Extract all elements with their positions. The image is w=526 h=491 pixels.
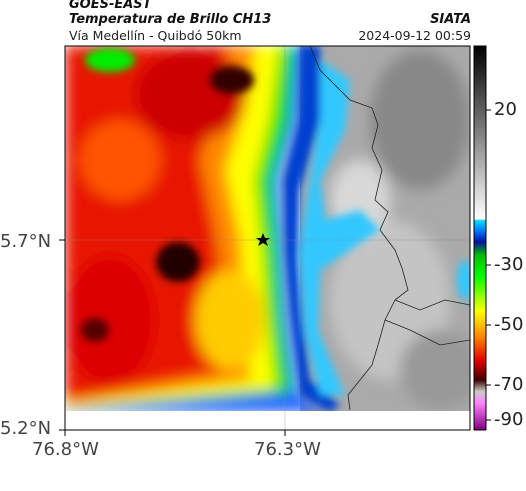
colorbar: [473, 45, 487, 431]
colorbar-tick-minus70: -70: [494, 374, 524, 395]
colorbar-tick-minus50: -50: [494, 314, 524, 335]
header: GOES-EAST Temperatura de Brillo CH13 Vía…: [0, 0, 526, 46]
map-frame: [64, 45, 471, 431]
lat-tick-5-7: 5.7°N: [0, 231, 52, 252]
lon-tick-76-8: 76.8°W: [32, 439, 99, 460]
datetime-label: 2024-09-12 00:59: [358, 28, 471, 43]
region-subtitle: Vía Medellín - Quibdó 50km: [69, 28, 242, 43]
colorbar-tick-20: 20: [494, 99, 517, 120]
product-title: Temperatura de Brillo CH13: [69, 12, 272, 27]
star-icon: [256, 233, 270, 246]
lon-tick-76-3: 76.3°W: [254, 439, 321, 460]
lat-tick-5-2: 5.2°N: [0, 418, 52, 439]
source-label: SIATA: [430, 12, 471, 27]
satellite-title: GOES-EAST: [69, 0, 152, 12]
colorbar-tick-minus30: -30: [494, 254, 524, 275]
colorbar-tick-minus90: -90: [494, 409, 524, 430]
brightness-temperature-field: [65, 46, 470, 430]
